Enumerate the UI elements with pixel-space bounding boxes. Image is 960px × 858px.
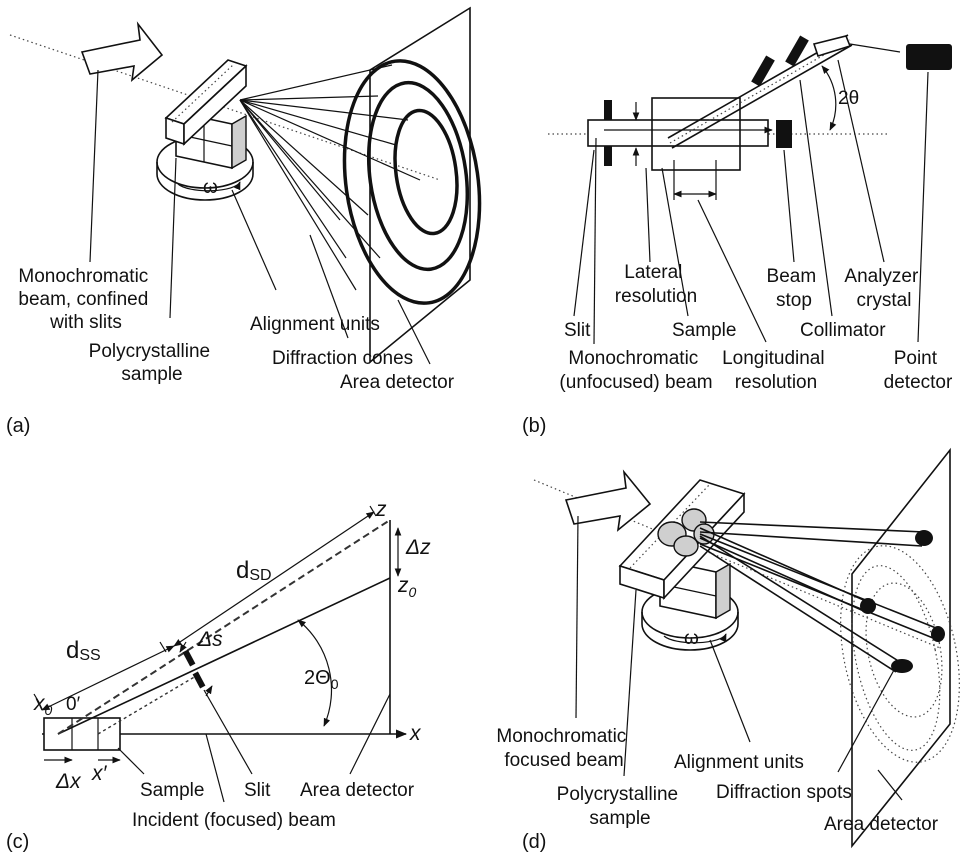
omega-label: ω: [203, 177, 218, 198]
label-area-detector: Area detector: [824, 814, 939, 835]
label-monochromatic-unfocused-beam: Monochromatic (unfocused) beam: [559, 348, 712, 393]
leader-alignment-units: [231, 189, 277, 291]
label-sample: Sample: [140, 780, 204, 801]
slit-lower: [604, 146, 612, 166]
leader-area-detector: [349, 693, 391, 775]
label-slit: Slit: [244, 780, 271, 801]
collimator-block-1: [751, 55, 775, 87]
delta-s-label: Δs: [197, 628, 223, 651]
label-incident-beam: Incident (focused) beam: [132, 810, 336, 831]
slit-upper: [604, 100, 612, 120]
d-ss-arrow: [41, 645, 175, 711]
leader-diffraction-spots: [837, 669, 895, 773]
leader-analyzer-crystal: [837, 59, 885, 263]
diffraction-cone-rays: [239, 64, 421, 291]
collimator-block-2: [785, 35, 809, 67]
label-polycrystalline-sample: Polycrystalline sample: [557, 784, 684, 829]
label-diffraction-cones: Diffraction cones: [272, 348, 413, 369]
zero-prime-label: 0′: [66, 694, 81, 715]
leader-lateral-resolution: [645, 167, 651, 263]
label-area-detector: Area detector: [340, 372, 455, 393]
area-detector-plane: [851, 447, 951, 849]
panel-b: 2θ Lateral resolution Beam stop Analyzer…: [522, 34, 953, 437]
leader-monochromatic-beam: [575, 515, 579, 719]
panel-c: x z Δz z0 Δs dSS dSD 2Θ0 x0 0′: [6, 498, 431, 853]
label-diffraction-spots: Diffraction spots: [716, 782, 852, 803]
leader-polycrystalline-sample: [169, 157, 177, 319]
slit-upper: [182, 649, 196, 667]
d-ss-label: dSS: [66, 637, 101, 664]
x0-label: x0: [33, 692, 53, 718]
leader-beam-stop: [783, 149, 795, 263]
leader-longitudinal-resolution: [697, 199, 767, 343]
label-monochromatic-beam: Monochromatic beam, confined with slits: [18, 266, 153, 333]
label-collimator: Collimator: [800, 320, 886, 341]
slit-lower: [192, 671, 206, 689]
d-sd-arrow: [173, 511, 375, 647]
leader-slit: [203, 689, 253, 775]
alignment-units-stage: [156, 111, 254, 201]
two-theta0-arc: [297, 619, 333, 727]
leader-diffraction-cones: [309, 234, 349, 339]
point-detector: [906, 44, 952, 70]
label-area-detector: Area detector: [300, 780, 415, 801]
leader-sample: [661, 167, 689, 317]
diffraction-rings: [342, 59, 482, 305]
leader-polycrystalline-sample: [623, 589, 637, 777]
diffracted-beam-dashed: [57, 519, 391, 735]
area-detector-plane: [369, 6, 471, 364]
leader-slit: [573, 149, 595, 317]
label-slit: Slit: [564, 320, 591, 341]
beam-block-arrow: [564, 469, 652, 532]
label-sample: Sample: [672, 320, 736, 341]
label-lateral-resolution: Lateral resolution: [615, 262, 697, 307]
diffraction-spots: [860, 530, 945, 673]
panel-label-c: (c): [6, 831, 29, 853]
delta-x-label: Δx: [55, 770, 82, 793]
analyzer-crystal: [812, 35, 852, 57]
label-beam-stop: Beam stop: [767, 266, 822, 311]
leader-sample: [117, 747, 145, 775]
two-theta-label: 2θ: [838, 88, 859, 109]
leader-collimator: [799, 79, 833, 317]
x-prime-label: x′: [91, 762, 108, 785]
leader-monochromatic-beam: [593, 137, 597, 345]
leader-area-detector: [877, 769, 903, 801]
panel-a: ω: [6, 6, 482, 437]
d-sd-label: dSD: [236, 557, 272, 584]
sample-box: [651, 97, 741, 171]
detector-dotted-rings: [840, 545, 960, 763]
label-alignment-units: Alignment units: [250, 314, 380, 335]
diffracted-beam-solid: [57, 577, 391, 735]
delta-z-label: Δz: [405, 536, 431, 559]
panel-label-a: (a): [6, 415, 30, 437]
panel-d: ω: [496, 447, 960, 853]
label-longitudinal-resolution: Longitudinal resolution: [722, 348, 830, 393]
leader-area-detector: [397, 299, 431, 365]
label-point-detector: Point detector: [884, 348, 953, 393]
z0-label: z0: [397, 574, 417, 600]
leader-monochromatic-beam: [89, 69, 99, 263]
leader-point-detector: [917, 71, 929, 343]
polycrystalline-sample-bar: [164, 59, 248, 146]
omega-label: ω: [684, 628, 699, 649]
label-analyzer-crystal: Analyzer crystal: [844, 266, 923, 311]
beam-block-arrow: [80, 21, 164, 82]
beam-stop: [776, 120, 792, 148]
diffracted-beams: [699, 521, 939, 673]
leader-alignment-units: [709, 639, 751, 743]
label-polycrystalline-sample: Polycrystalline sample: [89, 341, 216, 385]
x-axis-label: x: [409, 722, 422, 745]
z-label: z: [375, 498, 387, 521]
panel-label-b: (b): [522, 415, 546, 437]
leader-incident-beam: [205, 733, 225, 803]
two-theta0-label: 2Θ0: [304, 667, 339, 692]
panel-label-d: (d): [522, 831, 546, 853]
label-monochromatic-focused-beam: Monochromatic focused beam: [496, 726, 631, 771]
label-alignment-units: Alignment units: [674, 752, 804, 773]
